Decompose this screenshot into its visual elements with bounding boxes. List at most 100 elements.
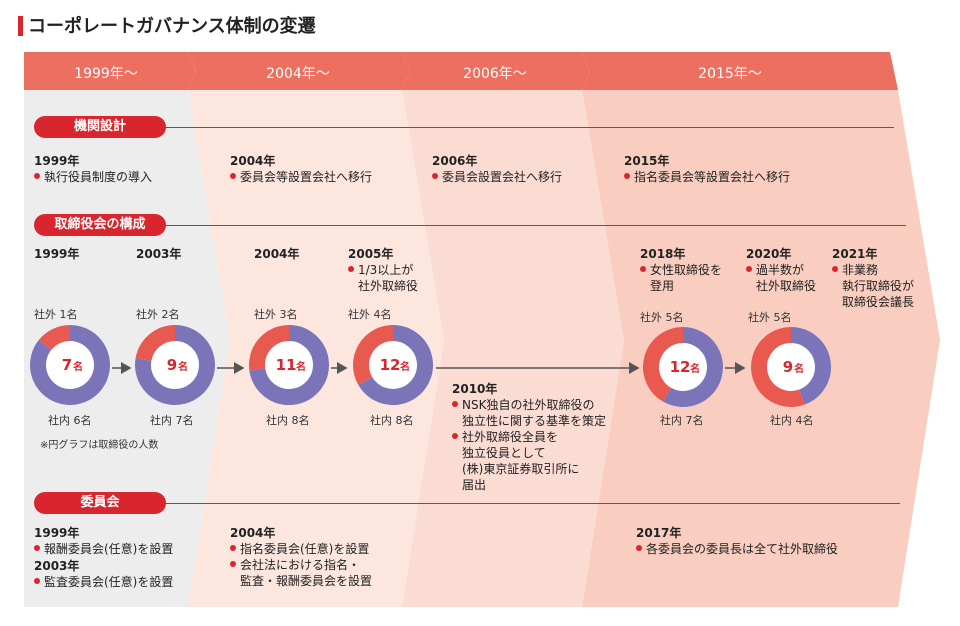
- committee-year: 1999年: [34, 526, 80, 540]
- donut-inside-slice: [249, 325, 329, 405]
- note-line: 届出: [462, 478, 487, 492]
- org-event-2015: 2015年 指名委員会等設置会社へ移行: [624, 152, 790, 185]
- board-year: 2005年: [348, 247, 394, 261]
- donut-inside-slice: [790, 327, 831, 405]
- org-year: 2015年: [624, 154, 670, 168]
- committee-year: 2004年: [230, 526, 276, 540]
- org-year: 2004年: [230, 154, 276, 168]
- committee-event-2017: 2017年 各委員会の委員長は全て社外取締役: [636, 524, 838, 557]
- donut-1-inside-label: 社内 6名: [48, 414, 92, 427]
- bullet-icon: [640, 266, 646, 272]
- donut-total-value: 9: [167, 356, 177, 374]
- bullet-icon: [348, 266, 354, 272]
- committee-events-1999-2003: 1999年 報酬委員会(任意)を設置 2003年 監査委員会(任意)を設置: [34, 524, 173, 590]
- board-event-2010: 2010年 NSK独自の社外取締役の 独立性に関する基準を策定 社外取締役全員を…: [452, 380, 606, 493]
- donut-total-unit: 名: [178, 360, 188, 373]
- committee-text: 報酬委員会(任意)を設置: [44, 542, 174, 556]
- board-year: 2020年: [746, 247, 792, 261]
- donut-inside-slice: [358, 325, 433, 405]
- committee-event-2004: 2004年 指名委員会(任意)を設置 会社法における指名・ 監査・報酬委員会を設…: [230, 524, 372, 589]
- donut-2-outside-label: 社外 2名: [136, 308, 180, 321]
- org-text: 執行役員制度の導入: [44, 170, 153, 184]
- org-event-2006: 2006年 委員会設置会社へ移行: [432, 152, 562, 185]
- bullet-icon: [230, 173, 236, 179]
- bullet-icon: [230, 545, 236, 551]
- donut-inside-slice: [135, 325, 215, 405]
- board-event-2005: 2005年 1/3以上が 社外取締役: [348, 245, 418, 294]
- board-year-2003: 2003年: [136, 247, 182, 261]
- section-org-label: 機関設計: [34, 116, 166, 138]
- org-text: 指名委員会等設置会社へ移行: [634, 170, 791, 184]
- committee-divider: [160, 503, 900, 504]
- note-line: (株)東京証券取引所に: [462, 462, 580, 476]
- donut-total-unit: 名: [296, 360, 306, 373]
- note-line: 執行取締役が: [842, 279, 915, 293]
- bullet-icon: [624, 173, 630, 179]
- donut-1-outside-label: 社外 1名: [34, 308, 78, 321]
- note-line: 非業務: [842, 263, 879, 277]
- donut-outside-slice: [249, 325, 290, 371]
- period-label-1999: 1999年～: [74, 66, 138, 82]
- note-line: 登用: [650, 279, 675, 293]
- board-year-2004: 2004年: [254, 247, 300, 261]
- board-year-1999: 1999年: [34, 247, 80, 261]
- board-year: 2018年: [640, 247, 686, 261]
- header-period-4: [582, 52, 898, 90]
- period-label-2006: 2006年～: [463, 66, 527, 82]
- org-text: 委員会等設置会社へ移行: [240, 170, 373, 184]
- note-line: 独立性に関する基準を策定: [462, 414, 607, 428]
- bullet-icon: [636, 545, 642, 551]
- header-period-1: [24, 52, 196, 90]
- committee-text: 指名委員会(任意)を設置: [240, 542, 370, 556]
- donut-total-value: 9: [783, 358, 793, 376]
- donut-outside-slice: [751, 327, 805, 407]
- org-divider: [160, 127, 894, 128]
- org-event-1999: 1999年 執行役員制度の導入: [34, 152, 152, 185]
- donut-chart-5: 12 名: [643, 327, 723, 407]
- note-line: 女性取締役を: [650, 263, 723, 277]
- donut-inside-slice: [663, 327, 723, 407]
- donut-outside-slice: [38, 325, 71, 351]
- board-event-2018: 2018年 女性取締役を 登用: [640, 245, 722, 294]
- committee-text: 会社法における指名・: [240, 558, 361, 572]
- donut-total-unit: 名: [73, 360, 83, 373]
- donut-4-inside-label: 社内 8名: [370, 414, 414, 427]
- bullet-icon: [230, 561, 236, 567]
- donut-outside-slice: [353, 325, 394, 385]
- note-line: 取締役会議長: [842, 295, 915, 309]
- donut-outside-slice: [135, 325, 176, 362]
- bullet-icon: [34, 173, 40, 179]
- donut-inside-slice: [30, 325, 110, 405]
- band-period-3: [402, 90, 624, 607]
- board-event-2020: 2020年 過半数が 社外取締役: [746, 245, 816, 294]
- bullet-icon: [832, 266, 838, 272]
- donut-total-value: 12: [380, 356, 401, 374]
- bullet-icon: [34, 578, 40, 584]
- committee-text: 監査委員会(任意)を設置: [44, 575, 174, 589]
- donut-total-value: 12: [670, 358, 691, 376]
- note-line: 社外取締役: [756, 279, 817, 293]
- section-board-label: 取締役会の構成: [34, 214, 166, 236]
- donut-6-outside-label: 社外 5名: [748, 311, 792, 324]
- donut-6-inside-label: 社内 4名: [770, 414, 814, 427]
- bullet-icon: [452, 401, 458, 407]
- board-year: 2010年: [452, 382, 498, 396]
- org-event-2004: 2004年 委員会等設置会社へ移行: [230, 152, 372, 185]
- donut-5-inside-label: 社内 7名: [660, 414, 704, 427]
- period-label-2004: 2004年～: [266, 66, 330, 82]
- org-text: 委員会設置会社へ移行: [442, 170, 563, 184]
- bullet-icon: [452, 433, 458, 439]
- note-line: 独立役員として: [462, 446, 546, 460]
- donut-outside-slice: [643, 327, 684, 402]
- header-period-2: [188, 52, 410, 90]
- donut-5-outside-label: 社外 5名: [640, 311, 684, 324]
- donut-footnote: ※円グラフは取締役の人数: [40, 440, 159, 451]
- donut-total-unit: 名: [794, 362, 804, 375]
- donut-3-inside-label: 社内 8名: [266, 414, 310, 427]
- donut-4-outside-label: 社外 4名: [348, 308, 392, 321]
- bullet-icon: [34, 545, 40, 551]
- section-committee-label: 委員会: [34, 492, 166, 514]
